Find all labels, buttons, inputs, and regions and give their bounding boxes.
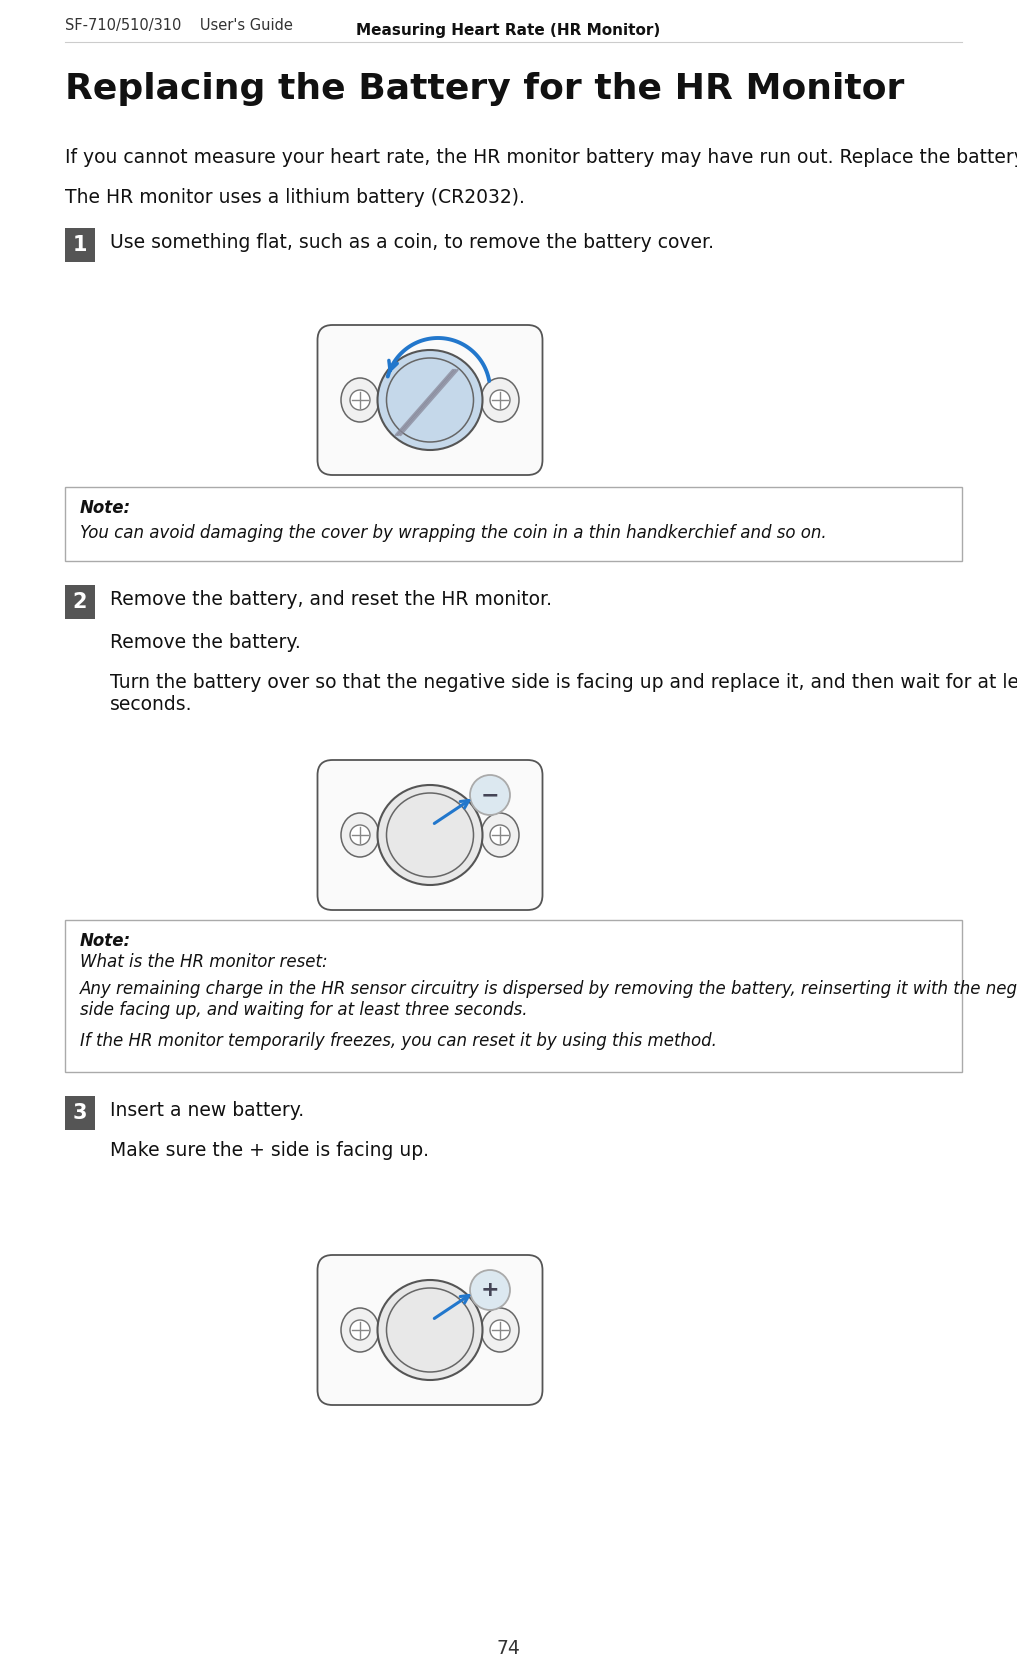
- FancyBboxPatch shape: [65, 1096, 95, 1130]
- Circle shape: [490, 825, 510, 845]
- Text: 3: 3: [73, 1103, 87, 1123]
- Ellipse shape: [377, 350, 482, 449]
- Text: If the HR monitor temporarily freezes, you can reset it by using this method.: If the HR monitor temporarily freezes, y…: [80, 1032, 717, 1049]
- Text: What is the HR monitor reset:: What is the HR monitor reset:: [80, 954, 327, 970]
- FancyBboxPatch shape: [65, 585, 95, 618]
- Text: You can avoid damaging the cover by wrapping the coin in a thin handkerchief and: You can avoid damaging the cover by wrap…: [80, 525, 827, 541]
- FancyBboxPatch shape: [317, 325, 542, 474]
- Text: Use something flat, such as a coin, to remove the battery cover.: Use something flat, such as a coin, to r…: [110, 233, 714, 251]
- Text: Turn the battery over so that the negative side is facing up and replace it, and: Turn the battery over so that the negati…: [110, 674, 1017, 714]
- FancyBboxPatch shape: [65, 228, 95, 261]
- Ellipse shape: [481, 1307, 519, 1353]
- Circle shape: [470, 1270, 510, 1311]
- Ellipse shape: [377, 784, 482, 885]
- Text: If you cannot measure your heart rate, the HR monitor battery may have run out. : If you cannot measure your heart rate, t…: [65, 147, 1017, 168]
- Circle shape: [490, 1321, 510, 1341]
- Ellipse shape: [341, 1307, 379, 1353]
- FancyBboxPatch shape: [65, 920, 962, 1073]
- FancyBboxPatch shape: [317, 1255, 542, 1404]
- Text: SF-710/510/310    User's Guide: SF-710/510/310 User's Guide: [65, 18, 293, 34]
- FancyBboxPatch shape: [65, 488, 962, 561]
- Circle shape: [350, 391, 370, 411]
- Text: The HR monitor uses a lithium battery (CR2032).: The HR monitor uses a lithium battery (C…: [65, 188, 525, 208]
- Text: Any remaining charge in the HR sensor circuitry is dispersed by removing the bat: Any remaining charge in the HR sensor ci…: [80, 980, 1017, 1019]
- FancyBboxPatch shape: [317, 759, 542, 910]
- Circle shape: [470, 774, 510, 815]
- Ellipse shape: [341, 813, 379, 856]
- Ellipse shape: [341, 379, 379, 422]
- Ellipse shape: [386, 793, 474, 877]
- Text: Measuring Heart Rate (HR Monitor): Measuring Heart Rate (HR Monitor): [356, 23, 661, 39]
- Circle shape: [490, 391, 510, 411]
- Text: Remove the battery.: Remove the battery.: [110, 634, 301, 652]
- Ellipse shape: [481, 813, 519, 856]
- Text: +: +: [481, 1280, 499, 1301]
- Text: Remove the battery, and reset the HR monitor.: Remove the battery, and reset the HR mon…: [110, 590, 552, 608]
- Text: Replacing the Battery for the HR Monitor: Replacing the Battery for the HR Monitor: [65, 72, 904, 106]
- Text: Note:: Note:: [80, 932, 131, 950]
- Text: Insert a new battery.: Insert a new battery.: [110, 1101, 304, 1120]
- Ellipse shape: [377, 1280, 482, 1379]
- Circle shape: [350, 825, 370, 845]
- Ellipse shape: [481, 379, 519, 422]
- Text: Note:: Note:: [80, 499, 131, 516]
- Text: 1: 1: [73, 235, 87, 255]
- Ellipse shape: [386, 359, 474, 442]
- Text: Make sure the + side is facing up.: Make sure the + side is facing up.: [110, 1141, 429, 1160]
- Ellipse shape: [386, 1287, 474, 1373]
- Circle shape: [350, 1321, 370, 1341]
- Text: −: −: [481, 784, 499, 804]
- Text: 74: 74: [496, 1639, 521, 1658]
- Text: 2: 2: [73, 592, 87, 612]
